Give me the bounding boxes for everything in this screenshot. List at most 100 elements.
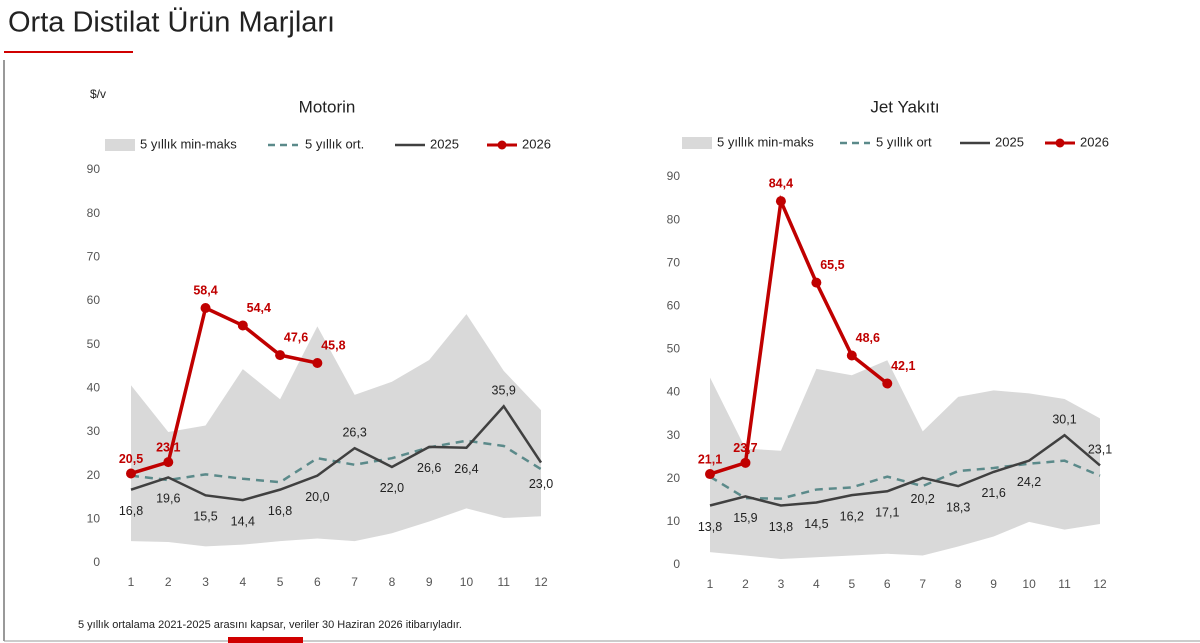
y-tick-label: 20: [667, 471, 681, 485]
data-label: 20,2: [911, 492, 935, 506]
legend-label: 5 yıllık ort: [876, 134, 932, 149]
data-point: [163, 457, 174, 468]
series-line: [130, 404, 543, 502]
y-tick-label: 0: [673, 557, 680, 571]
data-point: [126, 468, 136, 479]
y-tick-label: 10: [87, 512, 101, 526]
min-max-band: [710, 360, 1100, 559]
data-label: 26,4: [454, 462, 478, 476]
data-label: 45,8: [321, 338, 345, 352]
y-tick-label: 30: [87, 424, 101, 438]
data-label: 16,8: [119, 504, 143, 518]
legend-label: 5 yıllık min-maks: [717, 134, 814, 149]
data-point: [811, 277, 822, 288]
x-tick-label: 9: [426, 575, 433, 589]
x-tick-label: 2: [165, 575, 172, 589]
slide-title: Orta Distilat Ürün Marjları: [8, 7, 335, 39]
legend-label: 2025: [430, 136, 459, 151]
series-line: [709, 433, 1101, 507]
accent-bar: [228, 637, 303, 643]
legend-label: 2026: [1080, 134, 1109, 149]
data-label: 54,4: [247, 301, 271, 315]
data-point: [275, 350, 286, 361]
x-tick-label: 3: [778, 577, 785, 591]
data-label: 58,4: [193, 283, 217, 297]
data-label: 35,9: [492, 384, 516, 398]
data-label: 23,1: [1088, 443, 1112, 457]
data-label: 23,0: [529, 477, 553, 491]
data-label: 24,2: [1017, 475, 1041, 489]
data-point: [846, 350, 857, 361]
x-tick-label: 1: [128, 575, 135, 589]
data-label: 22,0: [380, 481, 404, 495]
x-tick-label: 5: [848, 577, 855, 591]
legend-swatch: [497, 140, 507, 150]
data-label: 65,5: [820, 258, 844, 272]
legend-swatch: [1055, 138, 1065, 148]
data-label: 14,5: [804, 517, 828, 531]
data-point: [775, 196, 786, 207]
y-tick-label: 60: [667, 299, 681, 313]
chart-title: Jet Yakıtı: [870, 97, 939, 116]
y-tick-label: 70: [87, 250, 101, 264]
x-tick-label: 11: [497, 575, 510, 589]
data-point: [705, 469, 715, 480]
x-tick-label: 1: [707, 577, 714, 591]
x-tick-label: 10: [1022, 577, 1036, 591]
y-tick-label: 50: [87, 337, 101, 351]
data-label: 23,7: [733, 441, 757, 455]
data-label: 84,4: [769, 176, 793, 190]
y-tick-label: 10: [667, 514, 681, 528]
legend-swatch: [682, 137, 712, 149]
unit-label: $/v: [90, 87, 106, 101]
data-label: 13,8: [698, 520, 722, 534]
legend-label: 2026: [522, 136, 551, 151]
y-tick-label: 50: [667, 342, 681, 356]
y-tick-label: 80: [87, 206, 101, 220]
x-tick-label: 5: [277, 575, 284, 589]
x-tick-label: 2: [742, 577, 749, 591]
data-label: 47,6: [284, 330, 308, 344]
data-label: 26,6: [417, 461, 441, 475]
average-line: [709, 459, 1101, 500]
y-tick-label: 60: [87, 293, 101, 307]
data-point: [312, 358, 323, 369]
x-tick-label: 8: [389, 575, 396, 589]
data-label: 18,3: [946, 500, 970, 514]
data-label: 21,1: [698, 452, 722, 466]
x-tick-label: 6: [314, 575, 321, 589]
legend-label: 2025: [995, 134, 1024, 149]
x-tick-label: 8: [955, 577, 962, 591]
data-label: 21,6: [981, 486, 1005, 500]
x-tick-label: 12: [1093, 577, 1107, 591]
y-tick-label: 40: [667, 385, 681, 399]
data-label: 20,5: [119, 452, 143, 466]
data-point: [740, 457, 751, 468]
footnote: 5 yıllık ortalama 2021-2025 arasını kaps…: [78, 619, 462, 631]
data-point: [882, 378, 893, 389]
data-label: 16,2: [840, 509, 864, 523]
chart-title: Motorin: [299, 97, 356, 116]
data-label: 13,8: [769, 520, 793, 534]
y-tick-label: 40: [87, 381, 101, 395]
x-tick-label: 7: [919, 577, 926, 591]
y-tick-label: 80: [667, 212, 681, 226]
data-label: 30,1: [1052, 413, 1076, 427]
x-tick-label: 11: [1058, 577, 1071, 591]
x-tick-label: 4: [239, 575, 246, 589]
y-tick-label: 0: [93, 555, 100, 569]
data-label: 14,4: [231, 514, 255, 528]
y-tick-label: 20: [87, 468, 101, 482]
x-tick-label: 7: [351, 575, 358, 589]
data-label: 16,8: [268, 504, 292, 518]
data-label: 15,5: [193, 510, 217, 524]
x-tick-label: 9: [990, 577, 997, 591]
x-tick-label: 4: [813, 577, 820, 591]
min-max-band: [131, 314, 541, 547]
y-tick-label: 70: [667, 255, 681, 269]
data-label: 19,6: [156, 492, 180, 506]
data-label: 26,3: [342, 425, 366, 439]
x-tick-label: 12: [534, 575, 548, 589]
